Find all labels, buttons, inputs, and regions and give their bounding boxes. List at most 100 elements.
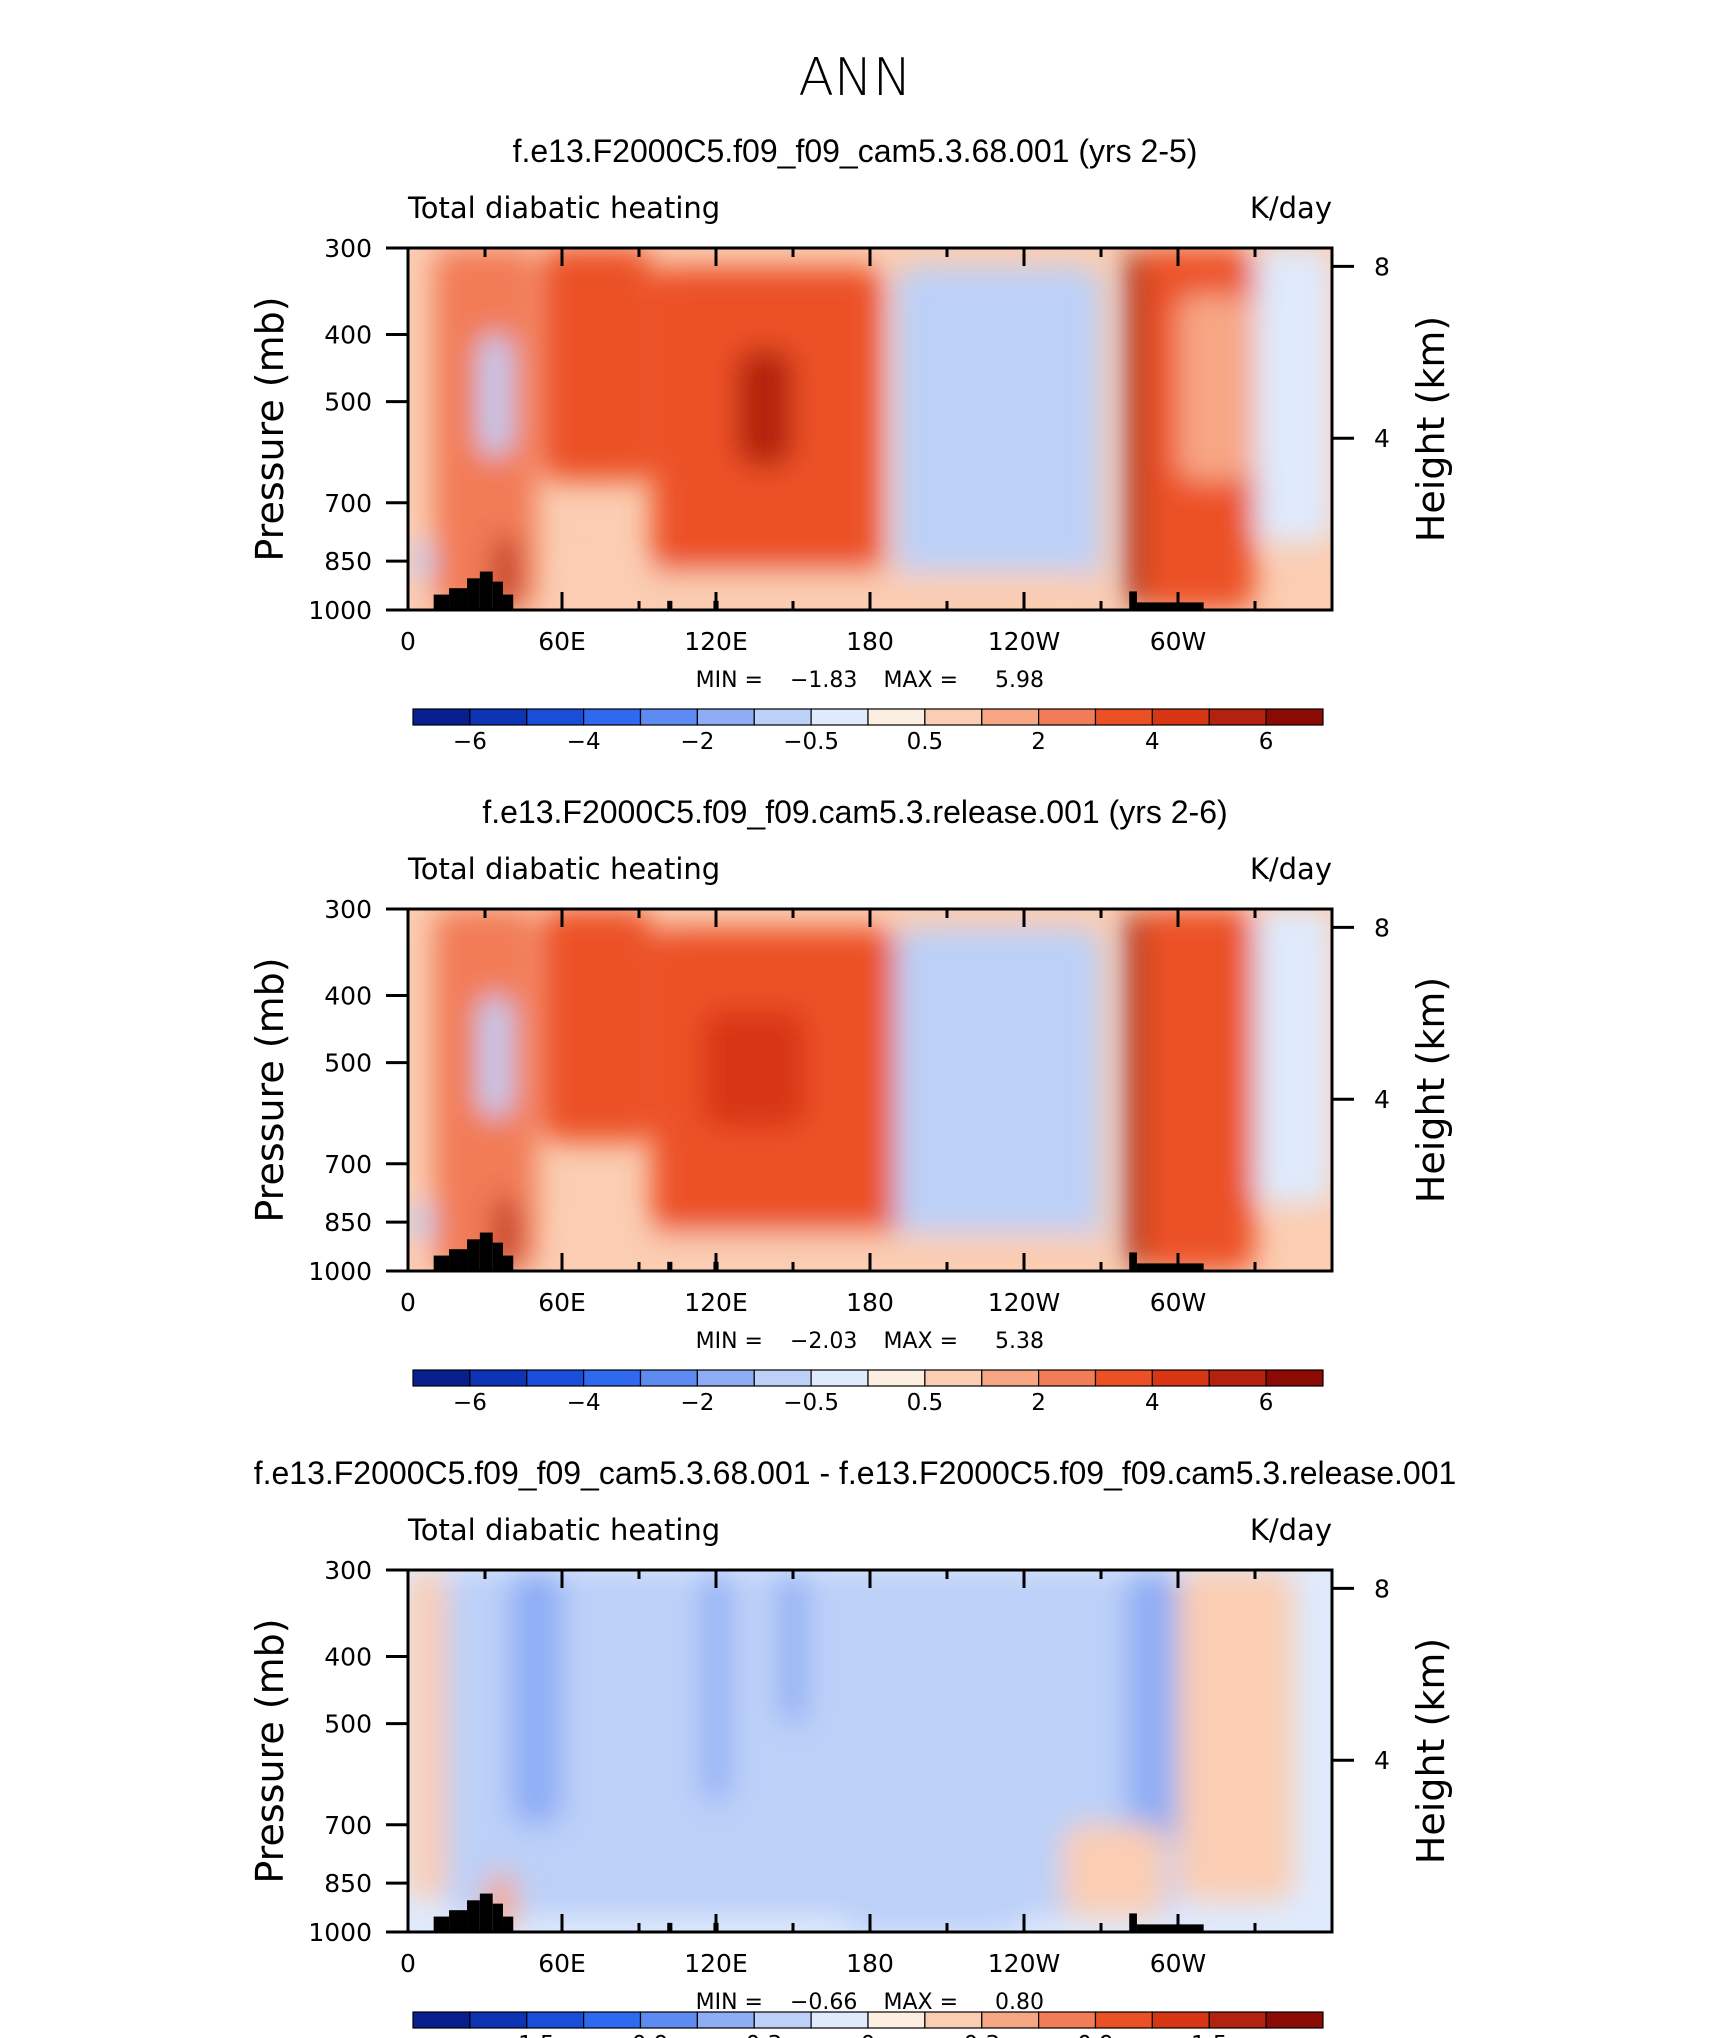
y-right-tick-label: 4 <box>1374 424 1390 453</box>
colorbar-label: 2 <box>1031 1390 1046 1416</box>
colorbar-label: 0.9 <box>1077 2032 1114 2038</box>
colorbar-swatch <box>1151 2011 1210 2029</box>
contour-region <box>562 571 1101 610</box>
contour-region <box>408 1570 447 1901</box>
y-tick-label: 850 <box>324 547 372 576</box>
terrain-block <box>492 1242 503 1271</box>
colorbar-swatch <box>469 1369 528 1387</box>
contour-region <box>998 1203 1101 1233</box>
y-tick-label: 850 <box>324 1869 372 1898</box>
contour-region <box>1062 1824 1166 1917</box>
min-label: MIN = <box>696 1990 763 2015</box>
y-right-tick-label: 8 <box>1374 913 1390 942</box>
x-tick-label: 180 <box>846 1288 894 1317</box>
panel-title: f.e13.F2000C5.f09_f09.cam5.3.release.001… <box>482 794 1227 830</box>
colorbar-swatch <box>810 1369 869 1387</box>
colorbar-swatch <box>867 708 926 726</box>
contour-field <box>408 909 1332 1271</box>
colorbar-swatch <box>1265 708 1324 726</box>
colorbar-swatch <box>639 2011 698 2029</box>
contour-region <box>1126 909 1143 1271</box>
contour-region <box>1255 248 1332 543</box>
colorbar-swatch <box>696 1369 755 1387</box>
colorbar-swatch <box>412 1369 471 1387</box>
contour-field <box>408 248 1332 610</box>
x-tick-label: 120W <box>988 1949 1060 1978</box>
y-tick-label: 700 <box>324 1811 372 1840</box>
units-label: K/day <box>1250 852 1332 886</box>
min-value: −2.03 <box>790 1329 857 1354</box>
colorbar-swatch <box>1265 2011 1324 2029</box>
colorbar-swatch <box>1038 1369 1097 1387</box>
contour-region <box>562 1232 1101 1271</box>
colorbar-swatch <box>526 708 585 726</box>
terrain-block <box>479 571 493 610</box>
y-tick-label: 1000 <box>308 596 372 625</box>
terrain-block <box>449 1249 468 1271</box>
terrain-block <box>502 1255 514 1271</box>
contour-region <box>408 542 434 579</box>
panel-1: f.e13.F2000C5.f09_f09_cam5.3.68.001 (yrs… <box>248 133 1453 755</box>
terrain-mask <box>433 571 1204 610</box>
colorbar-label: 2 <box>1031 729 1046 755</box>
colorbar-swatch <box>1094 1369 1153 1387</box>
y-axis-label: Pressure (mb) <box>248 1618 292 1883</box>
y-axis-right-label: Height (km) <box>1409 1638 1453 1864</box>
colorbar-label: −2 <box>680 1390 714 1416</box>
terrain-block <box>467 1239 480 1271</box>
y-tick-label: 700 <box>324 489 372 518</box>
max-label: MAX = <box>883 1329 958 1354</box>
min-value: −0.66 <box>790 1990 857 2015</box>
terrain-mask <box>433 1232 1204 1271</box>
panel-3: f.e13.F2000C5.f09_f09_cam5.3.68.001 - f.… <box>248 1455 1456 2038</box>
contour-region <box>1178 1570 1294 1901</box>
plot-area <box>408 1570 1332 1932</box>
colorbar-label: −4 <box>567 729 601 755</box>
x-tick-label: 120E <box>684 1949 748 1978</box>
colorbar: −6 −4 −2 −0.5 0.5 2 4 6 <box>412 1369 1324 1416</box>
left-string: Total diabatic heating <box>407 852 720 886</box>
x-tick-label: 60W <box>1150 627 1207 656</box>
colorbar-label: 0.5 <box>907 1390 944 1416</box>
axes: 0 60E 120E 180 120W 60W 300 400 500 700 850 1000 8 4 <box>308 895 1390 1317</box>
colorbar-swatch <box>1094 708 1153 726</box>
contour-region <box>479 995 511 1118</box>
y-right-tick-label: 4 <box>1374 1085 1390 1114</box>
y-tick-label: 500 <box>324 1710 372 1739</box>
colorbar-swatch <box>981 708 1040 726</box>
terrain-block <box>1136 1263 1204 1271</box>
terrain-block <box>467 578 480 610</box>
colorbar-swatch <box>1151 708 1210 726</box>
terrain-block <box>449 1910 468 1932</box>
colorbar: −1.5 −0.9 −0.3 0 0.3 0.9 1.5 <box>412 2011 1324 2038</box>
x-tick-label: 60W <box>1150 1288 1207 1317</box>
contour-region <box>541 909 652 1142</box>
colorbar-swatch <box>1208 2011 1267 2029</box>
terrain-block <box>479 1232 493 1271</box>
x-tick-label: 60E <box>538 1288 586 1317</box>
colorbar-label: −4 <box>567 1390 601 1416</box>
terrain-block <box>1129 591 1137 610</box>
colorbar-label: 4 <box>1145 1390 1160 1416</box>
colorbar-label: 0.5 <box>907 729 944 755</box>
y-tick-label: 850 <box>324 1208 372 1237</box>
terrain-block <box>1136 602 1204 610</box>
colorbar-swatch <box>1038 2011 1097 2029</box>
colorbar-swatch <box>867 2011 926 2029</box>
min-max-readout: MIN = −0.66 MAX = 0.80 <box>696 1990 1044 2015</box>
contour-region <box>479 334 511 457</box>
y-tick-label: 500 <box>324 388 372 417</box>
contour-region <box>703 1010 806 1128</box>
terrain-block <box>467 1900 480 1932</box>
contour-region <box>985 542 1101 572</box>
terrain-block <box>1136 1924 1204 1932</box>
y-tick-label: 300 <box>324 1556 372 1585</box>
colorbar-label: −1.5 <box>499 2032 555 2038</box>
panel-title: f.e13.F2000C5.f09_f09_cam5.3.68.001 (yrs… <box>513 133 1198 169</box>
units-label: K/day <box>1250 191 1332 225</box>
colorbar-swatch <box>1208 708 1267 726</box>
max-label: MAX = <box>883 668 958 693</box>
contour-region <box>934 294 1076 512</box>
x-tick-label: 60E <box>538 627 586 656</box>
